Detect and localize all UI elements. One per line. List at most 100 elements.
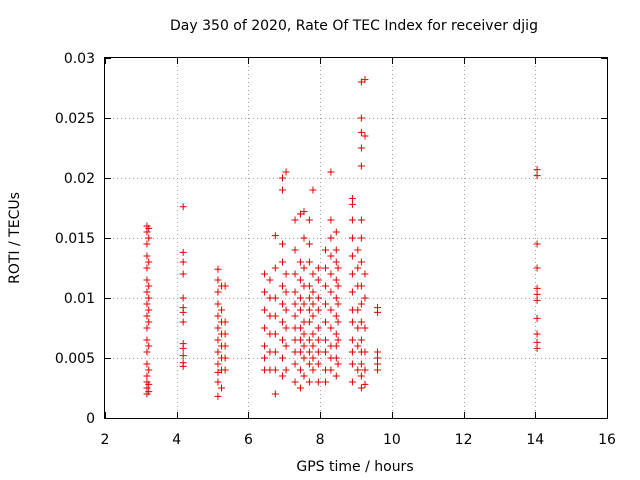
data-point bbox=[145, 258, 153, 266]
data-point bbox=[327, 324, 335, 332]
data-point bbox=[300, 208, 308, 216]
data-point bbox=[145, 282, 153, 290]
data-point bbox=[278, 354, 286, 362]
data-point bbox=[332, 342, 340, 350]
data-point bbox=[296, 276, 304, 284]
data-point bbox=[282, 366, 290, 374]
data-point bbox=[354, 306, 362, 314]
data-point bbox=[348, 348, 356, 356]
data-point bbox=[334, 264, 342, 272]
x-axis-ticks: 2 4 6 8 10 12 14 16 bbox=[101, 58, 616, 448]
data-point bbox=[309, 312, 317, 320]
data-point bbox=[361, 324, 369, 332]
data-point bbox=[221, 330, 229, 338]
data-point bbox=[533, 338, 541, 346]
data-point bbox=[145, 318, 153, 326]
data-point bbox=[332, 372, 340, 380]
data-point bbox=[179, 258, 187, 266]
data-point bbox=[143, 228, 151, 236]
data-point bbox=[348, 336, 356, 344]
data-point bbox=[348, 216, 356, 224]
data-point bbox=[354, 246, 362, 254]
y-axis-ticks: 0 0.005 0.01 0.015 0.02 0.025 0.03 bbox=[55, 51, 607, 427]
data-point bbox=[300, 342, 308, 350]
data-point bbox=[145, 224, 153, 232]
data-point bbox=[533, 240, 541, 248]
data-point bbox=[143, 264, 151, 272]
x-tick-label: 8 bbox=[316, 432, 325, 448]
data-point bbox=[327, 288, 335, 296]
grid-lines bbox=[105, 58, 607, 418]
data-point bbox=[291, 360, 299, 368]
data-point bbox=[179, 362, 187, 370]
data-point bbox=[261, 324, 269, 332]
data-point bbox=[143, 360, 151, 368]
data-point bbox=[348, 234, 356, 242]
data-point bbox=[145, 306, 153, 314]
data-point bbox=[322, 282, 330, 290]
data-point bbox=[266, 276, 274, 284]
data-point bbox=[145, 342, 153, 350]
data-point bbox=[143, 240, 151, 248]
data-point bbox=[322, 318, 330, 326]
data-point bbox=[305, 306, 313, 314]
data-point bbox=[305, 378, 313, 386]
data-point bbox=[309, 354, 317, 362]
data-point bbox=[309, 366, 317, 374]
y-tick-label: 0.015 bbox=[55, 231, 95, 247]
data-point bbox=[348, 288, 356, 296]
data-point bbox=[271, 294, 279, 302]
data-point bbox=[143, 288, 151, 296]
data-point bbox=[291, 312, 299, 320]
data-point bbox=[314, 324, 322, 332]
data-point bbox=[282, 342, 290, 350]
data-point bbox=[361, 366, 369, 374]
data-point bbox=[300, 234, 308, 242]
data-point bbox=[348, 318, 356, 326]
data-point bbox=[261, 270, 269, 278]
data-point bbox=[278, 174, 286, 182]
data-point bbox=[145, 380, 153, 388]
data-point bbox=[357, 234, 365, 242]
data-point bbox=[305, 348, 313, 356]
data-point bbox=[314, 348, 322, 356]
data-point bbox=[354, 324, 362, 332]
data-point bbox=[296, 294, 304, 302]
data-point bbox=[221, 342, 229, 350]
data-point bbox=[357, 372, 365, 380]
data-point bbox=[214, 276, 222, 284]
data-point bbox=[314, 378, 322, 386]
data-point bbox=[314, 264, 322, 272]
data-point bbox=[357, 258, 365, 266]
data-point bbox=[296, 306, 304, 314]
data-point bbox=[271, 348, 279, 356]
data-point bbox=[278, 186, 286, 194]
data-point bbox=[357, 300, 365, 308]
data-point bbox=[300, 372, 308, 380]
data-point bbox=[282, 270, 290, 278]
y-axis-label: ROTI / TECUs bbox=[7, 192, 23, 284]
x-tick-label: 16 bbox=[598, 432, 616, 448]
data-point bbox=[143, 300, 151, 308]
data-point bbox=[143, 336, 151, 344]
data-point bbox=[179, 352, 187, 360]
data-point bbox=[214, 312, 222, 320]
data-point bbox=[334, 282, 342, 290]
data-point bbox=[214, 378, 222, 386]
data-point bbox=[533, 166, 541, 174]
data-point bbox=[357, 216, 365, 224]
data-point bbox=[348, 194, 356, 202]
data-point bbox=[533, 264, 541, 272]
data-point bbox=[291, 216, 299, 224]
data-point bbox=[214, 360, 222, 368]
data-point bbox=[261, 354, 269, 362]
data-point bbox=[145, 366, 153, 374]
data-point bbox=[354, 366, 362, 374]
data-point bbox=[327, 168, 335, 176]
y-tick-label: 0.005 bbox=[55, 351, 95, 367]
data-point bbox=[327, 306, 335, 314]
data-point bbox=[361, 270, 369, 278]
data-point bbox=[214, 348, 222, 356]
data-point bbox=[145, 294, 153, 302]
